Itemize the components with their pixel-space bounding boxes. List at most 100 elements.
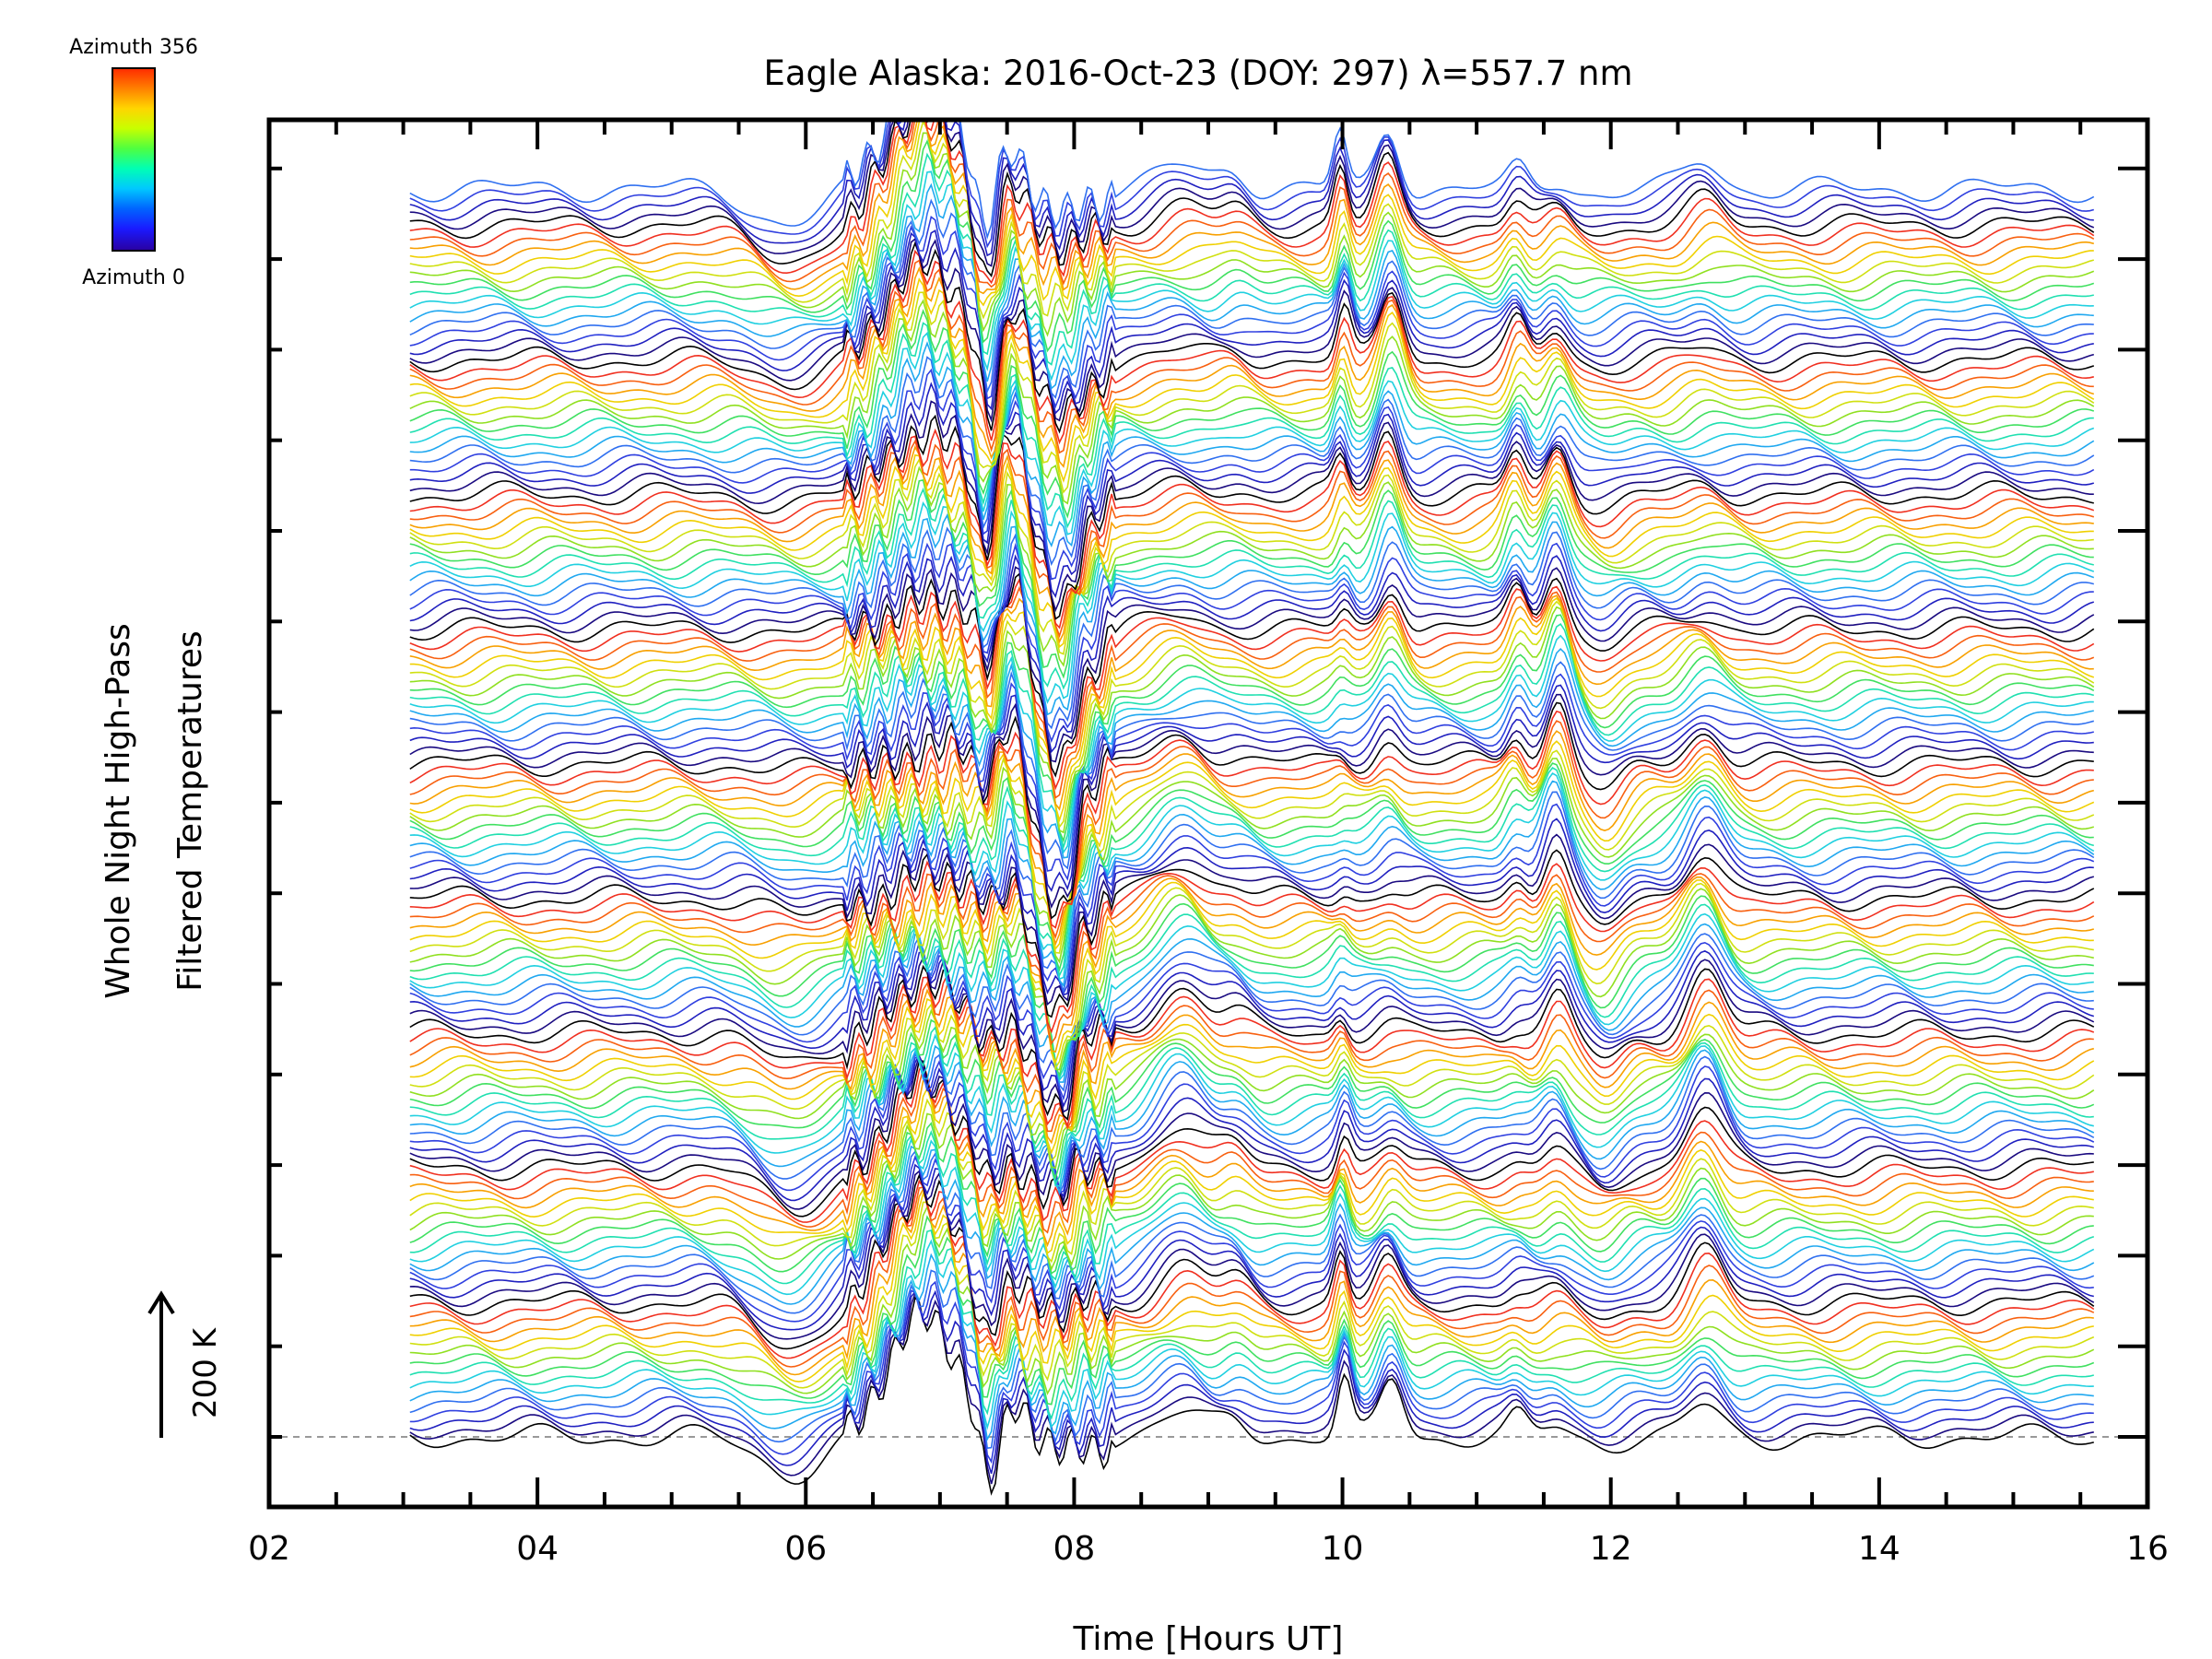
series-line (409, 614, 2095, 843)
series-line (409, 600, 2095, 830)
series-line (409, 526, 2094, 730)
series-line (409, 622, 2095, 850)
series-line (409, 955, 2095, 1113)
series-line (409, 428, 2095, 629)
series-line (409, 120, 2094, 295)
series-line (409, 1053, 2095, 1196)
series-line (409, 647, 2094, 859)
series-line (409, 693, 2094, 910)
series-line (409, 1170, 2095, 1340)
series-line (409, 237, 2095, 423)
series-line (409, 120, 2094, 307)
series-line (409, 923, 2094, 1083)
series-line (409, 356, 2095, 567)
series-line (409, 606, 2095, 834)
series-line (409, 152, 2094, 366)
series-line (409, 673, 2094, 881)
series-line (409, 766, 2095, 978)
series-line (409, 120, 2094, 257)
scale-bar: 200 K (147, 1290, 224, 1438)
series-line (409, 487, 2094, 690)
series-line (409, 758, 2095, 964)
series-line (409, 444, 2094, 644)
series-group (409, 120, 2095, 1496)
series-line (409, 888, 2094, 1071)
series-line (409, 1112, 2094, 1271)
x-tick-label: 08 (1053, 1530, 1096, 1568)
series-line (409, 833, 2095, 1006)
series-line (409, 771, 2095, 981)
series-line (409, 577, 2095, 791)
series-line (409, 1008, 2095, 1170)
series-line (409, 701, 2094, 920)
series-line (409, 860, 2095, 1034)
series-line (409, 1056, 2095, 1194)
series-line (409, 730, 2095, 947)
y-axis-label-line1: Whole Night High-Pass (100, 623, 137, 999)
series-line (409, 988, 2095, 1145)
series-line (409, 873, 2095, 1046)
series-line (409, 414, 2094, 620)
series-line (409, 138, 2095, 353)
series-line (409, 1003, 2095, 1163)
series-line (409, 849, 2095, 1018)
x-tick-label: 04 (516, 1530, 559, 1568)
series-line (409, 299, 2095, 505)
series-line (409, 1239, 2094, 1430)
series-line (409, 1130, 2095, 1285)
series-line (409, 566, 2095, 763)
series-line (409, 1078, 2094, 1248)
scale-bar-label: 200 K (187, 1326, 224, 1418)
series-line (409, 120, 2095, 241)
y-axis-label-line2: Filtered Temperatures (171, 630, 209, 992)
series-line (409, 1163, 2094, 1331)
series-line (409, 259, 2094, 454)
series-line (409, 1215, 2095, 1406)
series-line (409, 1098, 2094, 1264)
x-tick-label: 10 (1322, 1530, 1364, 1568)
series-line (409, 762, 2094, 972)
series-line (409, 368, 2095, 581)
series-line (409, 1066, 2094, 1234)
series-line (409, 554, 2095, 754)
series-line (409, 241, 2095, 434)
colorbar-top-label: Azimuth 356 (69, 36, 198, 59)
series-line (409, 1187, 2094, 1376)
series-line (409, 249, 2094, 445)
x-tick-label: 12 (1590, 1530, 1632, 1568)
series-line (409, 1122, 2094, 1275)
series-line (409, 997, 2095, 1155)
series-line (409, 120, 2095, 249)
series-line (409, 542, 2094, 744)
series-line (409, 216, 2094, 409)
series-line (409, 1026, 2094, 1186)
series-line (409, 818, 2094, 996)
x-tick-label: 06 (784, 1530, 827, 1568)
series-line (409, 439, 2095, 639)
x-tick-labels: 02 04 06 08 10 12 14 16 (248, 1530, 2169, 1568)
series-line (409, 1086, 2094, 1254)
series-line (409, 684, 2094, 892)
series-line (409, 803, 2095, 995)
series-line (409, 1179, 2095, 1359)
series-line (409, 457, 2094, 655)
series-line (409, 171, 2094, 382)
x-tick-label: 14 (1858, 1530, 1900, 1568)
series-line (409, 120, 2095, 278)
series-line (409, 1186, 2095, 1368)
series-line (409, 1173, 2095, 1350)
series-line (409, 912, 2094, 1082)
series-line (409, 876, 2095, 1053)
series-line (409, 277, 2095, 483)
series-line (409, 453, 2094, 649)
series-line (409, 1280, 2094, 1465)
series-line (409, 291, 2095, 494)
series-line (409, 964, 2095, 1122)
series-line (409, 120, 2095, 285)
series-line (409, 1060, 2094, 1223)
series-line (409, 465, 2094, 667)
series-line (409, 501, 2095, 704)
series-line (409, 341, 2095, 548)
series-line (409, 265, 2095, 468)
series-line (409, 198, 2094, 399)
